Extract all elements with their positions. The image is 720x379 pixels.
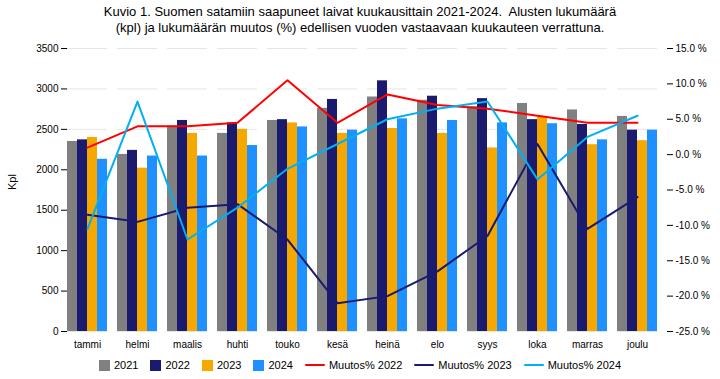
html-text:Kuvio 1. Suomen satamiin saapu: Kuvio 1. Suomen satamiin saapuneet laiva… [103,4,617,35]
svg-text:-10.0 %: -10.0 % [676,220,711,231]
svg-text:0: 0 [53,326,59,337]
svg-text:3000: 3000 [36,83,59,94]
svg-text:3500: 3500 [36,43,59,54]
svg-text:1500: 1500 [36,204,59,215]
svg-text:-5.0 %: -5.0 % [676,184,705,195]
svg-text:500: 500 [42,285,59,296]
html-text:2024: 2024 [268,359,293,371]
svg-text:joulu: joulu [626,339,648,350]
svg-text:kesä: kesä [327,339,349,350]
svg-text:Kpl: Kpl [6,174,18,190]
svg-text:loka: loka [528,339,547,350]
svg-text:touko: touko [275,339,300,350]
svg-text:helmi: helmi [126,339,150,350]
svg-text:heinä: heinä [375,339,400,350]
svg-text:-15.0 %: -15.0 % [676,255,711,266]
svg-text:1000: 1000 [36,245,59,256]
html-text:2021: 2021 [113,359,139,371]
svg-text:-25.0 %: -25.0 % [676,326,711,337]
html-text:2022: 2022 [165,359,190,371]
svg-text:15.0 %: 15.0 % [676,43,707,54]
html-text:2023: 2023 [216,359,242,371]
html-text:Muutos% 2024: Muutos% 2024 [547,359,621,371]
svg-text:syys: syys [478,339,498,350]
svg-text:huhti: huhti [227,339,249,350]
svg-text:marras: marras [572,339,603,350]
svg-text:tammi: tammi [74,339,101,350]
svg-text:-20.0 %: -20.0 % [676,290,711,301]
svg-text:10.0 %: 10.0 % [676,78,707,89]
html-text:Muutos% 2023: Muutos% 2023 [438,359,512,371]
svg-text:elo: elo [431,339,445,350]
svg-text:0.0 %: 0.0 % [676,149,702,160]
svg-text:5.0 %: 5.0 % [676,113,702,124]
html-text:Muutos% 2022: Muutos% 2022 [328,359,403,371]
svg-text:2000: 2000 [36,164,59,175]
svg-text:maalis: maalis [173,339,202,350]
svg-text:2500: 2500 [36,124,59,135]
